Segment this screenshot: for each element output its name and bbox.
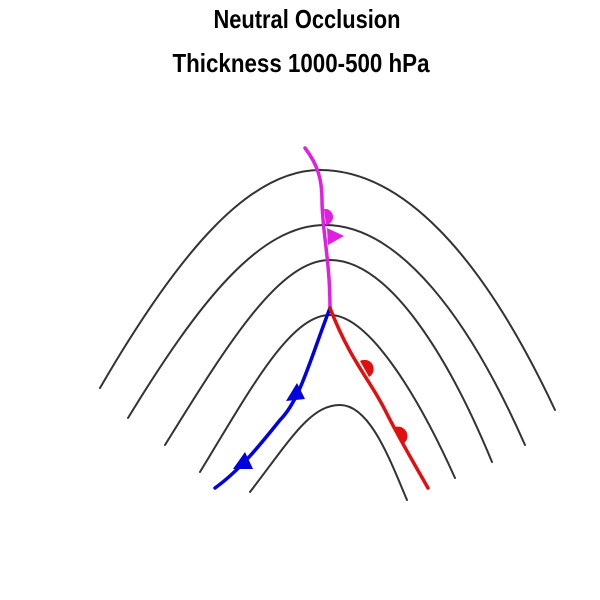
warm-front-semicircle: [393, 426, 408, 444]
occluded-triangle: [327, 228, 344, 245]
thickness-line: [164, 258, 493, 463]
title: Neutral Occlusion: [214, 4, 401, 34]
warm-front-line: [328, 306, 430, 490]
occluded-front: [303, 146, 344, 310]
occluded-semicircle: [324, 208, 334, 225]
cold-front-triangle: [286, 383, 305, 401]
thickness-lines: [99, 168, 556, 501]
warm-front: [328, 306, 430, 490]
thickness-line: [199, 313, 456, 479]
thickness-line: [249, 403, 408, 501]
occluded-front-line: [303, 146, 332, 310]
warm-front-semicircle: [360, 359, 374, 377]
thickness-line: [99, 168, 556, 411]
cold-front: [213, 306, 332, 490]
cold-front-triangle: [233, 452, 253, 469]
subtitle: Thickness 1000-500 hPa: [173, 48, 430, 78]
